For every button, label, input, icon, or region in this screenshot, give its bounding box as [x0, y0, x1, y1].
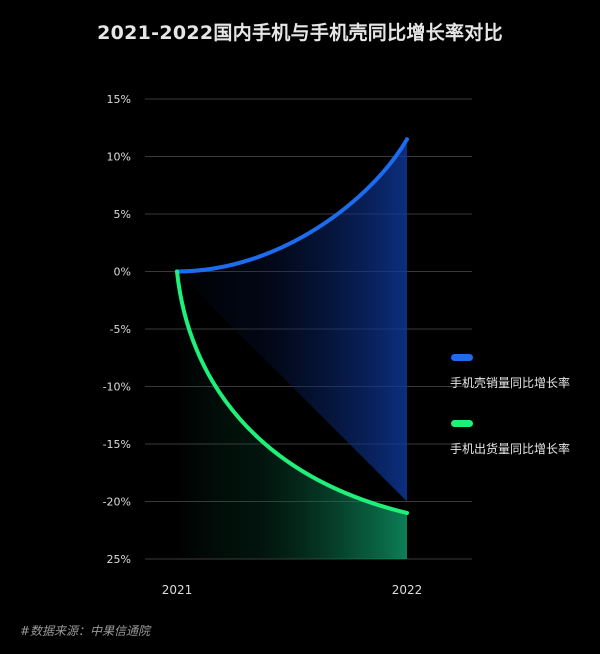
y-tick-label: 10%: [107, 151, 131, 164]
legend-label-phone-shipment: 手机出货量同比增长率: [450, 442, 571, 456]
y-tick-label: -20%: [103, 496, 131, 509]
x-tick-label: 2022: [392, 583, 423, 597]
y-tick-label: -10%: [103, 381, 131, 394]
legend-item-phone-case: 手机壳销量同比增长率: [450, 354, 595, 391]
series-area: [177, 139, 407, 502]
legend-label-phone-case: 手机壳销量同比增长率: [450, 376, 571, 390]
source-note: #数据来源：中果信通院: [20, 624, 151, 638]
chart-title: 2021-2022国内手机与手机壳同比增长率对比: [97, 22, 503, 44]
y-tick-label: 15%: [107, 93, 131, 106]
y-tick-label: -15%: [103, 438, 131, 451]
y-tick-label: 25%: [107, 553, 131, 566]
legend-swatch-phone-shipment: [451, 420, 473, 427]
y-tick-label: -5%: [110, 323, 131, 336]
series-area: [177, 271, 407, 559]
legend-item-phone-shipment: 手机出货量同比增长率: [450, 420, 595, 457]
series-line: [175, 137, 409, 274]
legend-swatch-phone-case: [451, 354, 473, 361]
y-tick-label: 5%: [114, 208, 131, 221]
y-tick-label: 0%: [114, 266, 131, 279]
x-tick-label: 2021: [162, 583, 193, 597]
series-line: [175, 269, 409, 515]
